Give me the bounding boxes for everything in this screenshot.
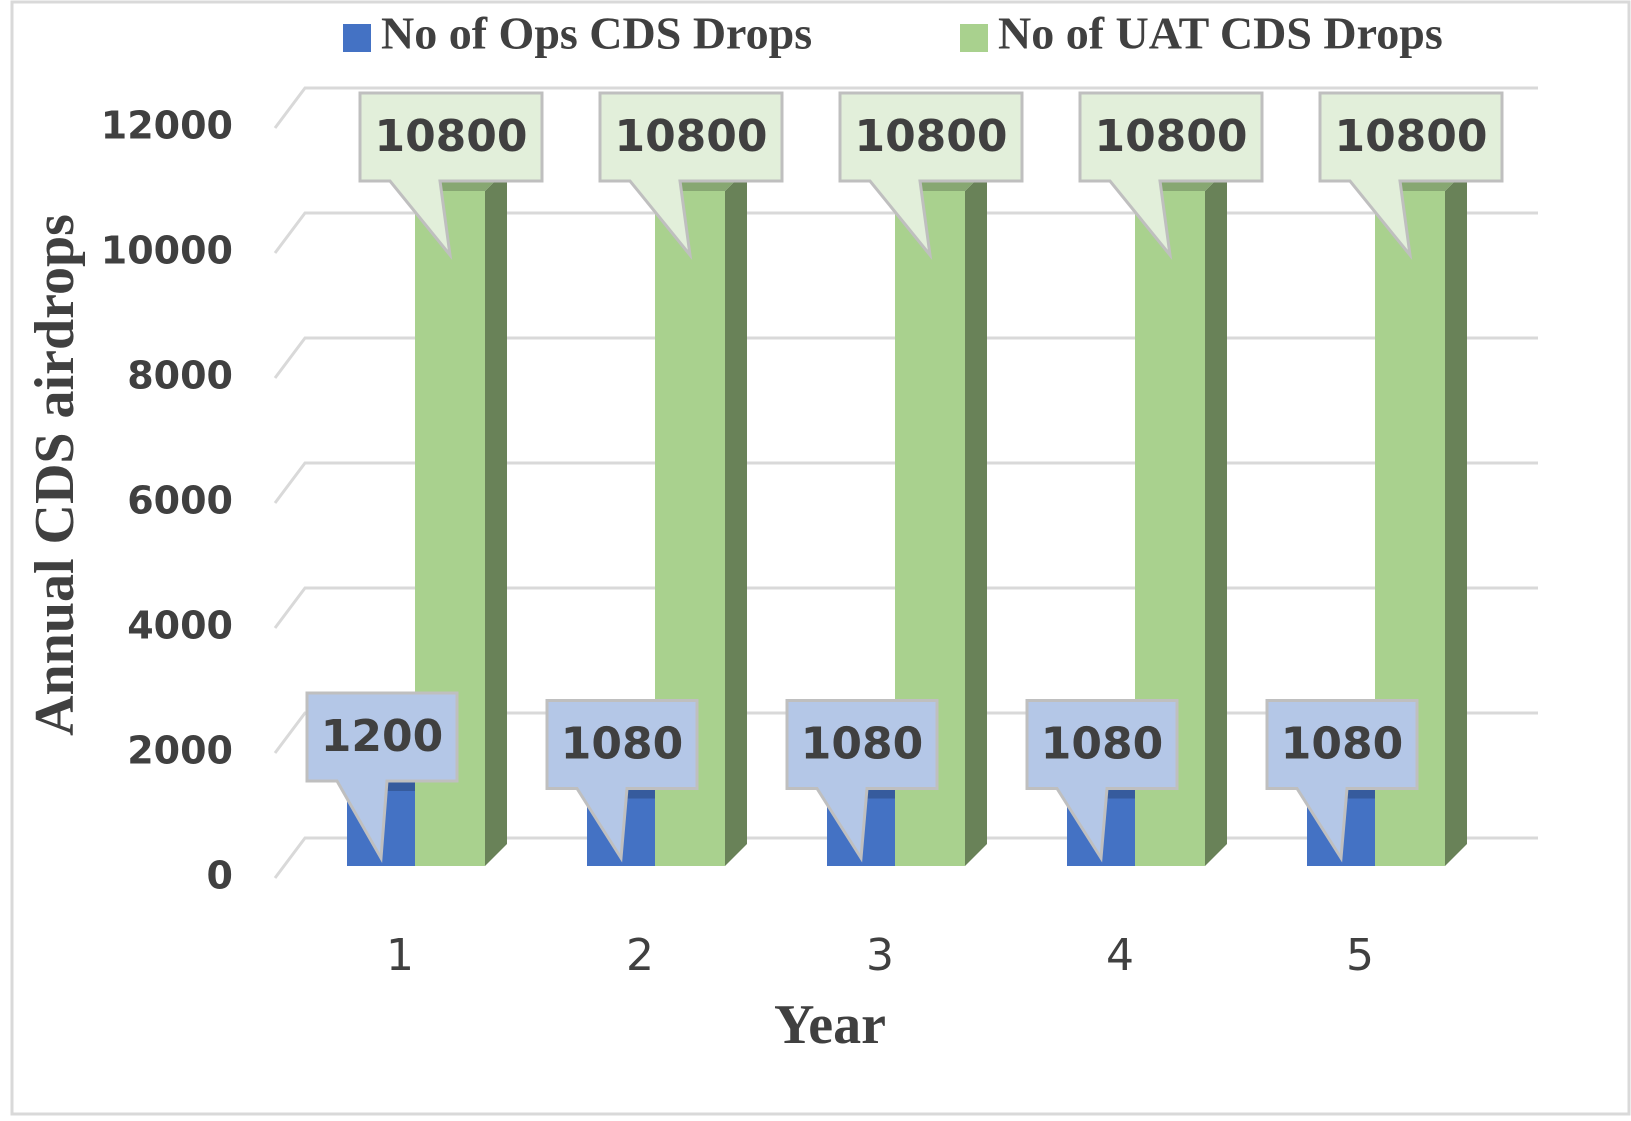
x-axis-title: Year — [774, 994, 886, 1056]
y-tick-label: 8000 — [127, 354, 233, 398]
grid-line — [273, 461, 1538, 504]
data-label-callout — [785, 699, 939, 863]
y-tick-label: 4000 — [127, 604, 233, 648]
data-label: 10800 — [614, 111, 767, 162]
data-label: 1200 — [321, 711, 443, 762]
data-label: 10800 — [374, 111, 527, 162]
bar-side — [725, 169, 747, 866]
y-tick-label: 2000 — [127, 729, 233, 773]
y-tick-label: 10000 — [101, 229, 233, 273]
legend-swatch — [343, 24, 371, 52]
x-tick-label: 1 — [386, 930, 414, 981]
y-axis-title: Annual CDS airdrops — [24, 214, 86, 736]
data-label: 10800 — [1334, 111, 1487, 162]
grid-line — [273, 211, 1538, 254]
data-label: 10800 — [1094, 111, 1247, 162]
data-label-callout — [1078, 91, 1264, 261]
x-tick-label: 2 — [626, 930, 654, 981]
bar-side — [1445, 169, 1467, 866]
data-label-callout — [1025, 699, 1179, 863]
data-label-callout — [305, 691, 459, 863]
data-label: 1080 — [1041, 719, 1163, 770]
x-tick-label: 5 — [1346, 930, 1374, 981]
legend-label: No of UAT CDS Drops — [998, 8, 1443, 59]
y-tick-label: 6000 — [127, 479, 233, 523]
x-tick-label: 4 — [1106, 930, 1134, 981]
x-tick-label: 3 — [866, 930, 894, 981]
y-tick-label: 0 — [207, 854, 233, 898]
data-label-callout — [598, 91, 784, 261]
data-label: 1080 — [801, 719, 923, 770]
grid-line — [273, 86, 1538, 129]
data-label-callout — [1318, 91, 1504, 261]
grid-line — [273, 586, 1538, 629]
data-label-callout — [358, 91, 544, 261]
data-label: 1080 — [561, 719, 683, 770]
bar-side — [485, 169, 507, 866]
legend-swatch — [960, 24, 988, 52]
data-label-callout — [838, 91, 1024, 261]
grid-line — [273, 336, 1538, 379]
data-label-callout — [1265, 699, 1419, 863]
data-label-callout — [545, 699, 699, 863]
y-tick-label: 12000 — [101, 104, 233, 148]
legend-label: No of Ops CDS Drops — [381, 8, 812, 59]
bar-side — [1205, 169, 1227, 866]
data-label: 10800 — [854, 111, 1007, 162]
bar — [1375, 169, 1467, 866]
bar-side — [965, 169, 987, 866]
data-label: 1080 — [1281, 719, 1403, 770]
